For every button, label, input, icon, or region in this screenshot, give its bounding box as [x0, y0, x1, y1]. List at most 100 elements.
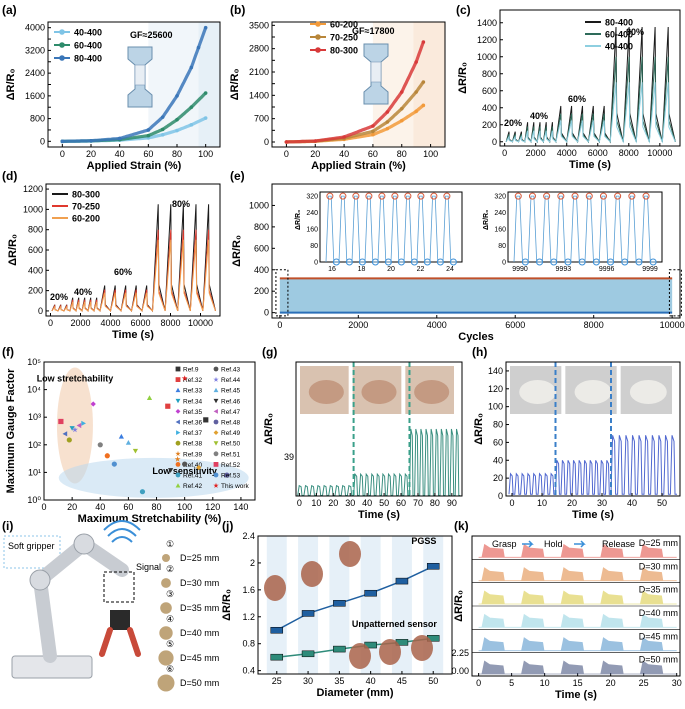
scatter-point-ref-42	[175, 483, 181, 488]
y-tick-label: 400	[482, 103, 497, 113]
x-tick-label: 0	[41, 502, 46, 512]
object-number: ③	[166, 589, 174, 599]
y-tick-label: 0.4	[242, 666, 255, 676]
legend-ref-label: Ref.50	[221, 441, 241, 448]
series-label: Unpatterned sensor	[352, 619, 438, 629]
legend-ref-label: Ref.41	[183, 473, 203, 480]
object-number: ④	[166, 614, 174, 624]
y-axis-label: ΔR/R₀	[231, 235, 243, 267]
panel-label-k: (k)	[454, 519, 469, 533]
x-axis-label: Time (s)	[555, 689, 597, 701]
scatter-point-ref-37	[176, 430, 181, 436]
legend-label: 70-250	[330, 33, 358, 43]
series-label: PGSS	[411, 536, 436, 546]
object-ball	[158, 650, 174, 666]
y-tick-label: 1400	[249, 90, 269, 100]
data-point-60-200	[385, 126, 390, 131]
y-axis-label: ΔR/R₀	[473, 413, 485, 445]
x-tick-label: 6000	[505, 320, 525, 330]
data-point-70-250	[385, 120, 390, 124]
inset-peak-marker	[352, 192, 360, 200]
data-point-80-400	[160, 115, 165, 119]
inset-y-tick-label: 0	[502, 260, 506, 267]
y-tick-label: 10⁵	[27, 357, 41, 367]
y-tick-label: 60	[493, 437, 503, 447]
y-tick-label: 3200	[25, 45, 45, 55]
hand-photo	[574, 380, 612, 404]
object-ball	[161, 578, 171, 588]
data-point-80-300	[313, 139, 318, 143]
scatter-point-ref-34	[175, 398, 181, 404]
region-label: Low sensitivity	[152, 466, 217, 476]
inset-x-tick-label: 9993	[556, 266, 572, 273]
x-tick-label: 20	[606, 678, 616, 688]
data-point-60-200	[421, 103, 426, 108]
y-axis-label: Maximum Gauge Factor	[5, 368, 17, 493]
scatter-point-ref-39	[175, 450, 181, 457]
y-tick-label: 1000	[249, 200, 269, 210]
scatter-point-ref-36	[62, 431, 68, 437]
y-tick-label: 1200	[477, 35, 497, 45]
x-tick-label: 5	[509, 678, 514, 688]
data-point-70-250	[371, 129, 375, 134]
phase-arrow	[574, 540, 586, 548]
scatter-point-ref-52	[213, 462, 219, 467]
gauge-factor-annotation: GF≈17800	[352, 26, 394, 36]
legend-label: 40-400	[74, 28, 102, 38]
box-marker	[395, 577, 409, 585]
x-tick-label: 80	[397, 149, 407, 159]
data-point-80-300	[414, 60, 418, 64]
y-tick-label: 600	[482, 86, 497, 96]
inset-valley-marker	[536, 258, 544, 266]
x-tick-label: 40	[115, 149, 125, 159]
x-tick-label: 80	[152, 502, 162, 512]
y-tick-label: 0	[38, 306, 43, 316]
shaded-region	[413, 22, 445, 147]
object-ball	[157, 674, 175, 692]
legend-label: 60-200	[330, 20, 358, 30]
x-tick-label: 10000	[660, 320, 685, 330]
x-tick-label: 6000	[588, 148, 608, 158]
x-tick-label: 8000	[619, 148, 639, 158]
inset-valley-marker	[564, 258, 572, 266]
data-point-60-200	[371, 132, 375, 137]
x-tick-label: 8000	[160, 318, 180, 328]
series-area-D=40 mm	[478, 613, 677, 628]
gripper-fingers	[99, 627, 141, 657]
data-point-80-400	[117, 136, 122, 141]
box-marker	[270, 653, 284, 661]
x-axis-label: Time (s)	[572, 509, 614, 521]
inset-y-label: ΔR/R₀	[483, 210, 490, 230]
scatter-point-ref-46	[213, 398, 219, 404]
y-tick-label: 800	[28, 225, 43, 235]
series-area-D=50 mm	[478, 660, 677, 675]
inset-x-tick-label: 9996	[599, 266, 615, 273]
legend-ref-label: Ref.52	[221, 462, 241, 469]
scatter-point-ref-34	[69, 426, 75, 431]
legend-ref-label: Ref.34	[183, 398, 203, 405]
object-number: ①	[166, 539, 174, 549]
inset-valley-marker	[592, 258, 600, 266]
panel-label-f: (f)	[2, 345, 14, 359]
y-tick-label: 2	[250, 558, 255, 568]
panel-label-a: (a)	[2, 3, 17, 17]
chart-d: 0 2000 4000 6000 8000 10000 0 200 400 600 800 1000 1…	[7, 183, 221, 341]
object-label: D=50 mm	[180, 678, 219, 688]
object-label: D=30 mm	[180, 578, 219, 588]
object-label: D=45 mm	[180, 653, 219, 663]
scatter-point-ref-38	[66, 437, 72, 443]
legend-ref-label: Ref.44	[221, 377, 241, 384]
y-tick-label: 10²	[28, 440, 41, 450]
legend-marker	[315, 34, 321, 40]
x-tick-label: 90	[447, 498, 457, 508]
data-point-80-300	[284, 140, 289, 144]
inset-valley-marker	[423, 258, 431, 266]
y-tick-label: 10¹	[28, 467, 41, 477]
y-tick-label: 0.8	[242, 639, 255, 649]
x-tick-label: 120	[205, 502, 220, 512]
legend-ref-label: Ref.51	[221, 451, 241, 458]
y-tick-label: 400	[254, 265, 269, 275]
x-tick-label: 10000	[188, 318, 213, 328]
x-axis-label: Maximum Stretchability (%)	[78, 513, 222, 525]
